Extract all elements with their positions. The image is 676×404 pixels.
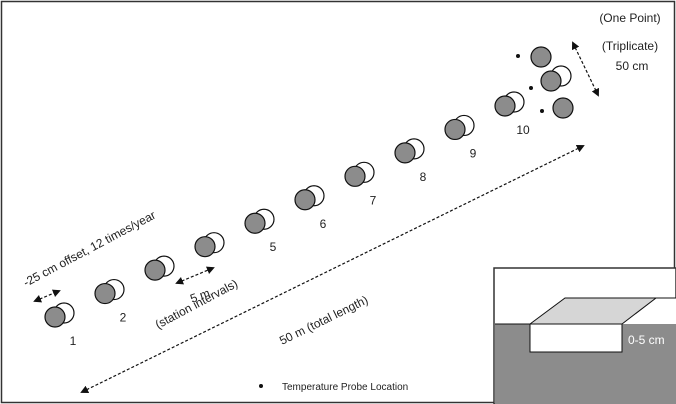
station-group: 1 2 5 6 7 8 9 10	[44, 91, 530, 348]
triplicate-plot-middle	[540, 70, 562, 92]
station-plot	[194, 236, 216, 258]
station-plot	[394, 142, 416, 164]
station-plot	[244, 212, 266, 234]
interval-description-label: (station intervals)	[153, 276, 240, 331]
triplicate-plot-top	[530, 46, 552, 68]
legend-probe-dot	[259, 384, 263, 388]
depth-label: 0-5 cm	[628, 333, 665, 347]
legend-label: Temperature Probe Location	[282, 382, 408, 393]
triplicate-group	[516, 46, 574, 119]
station-plot	[294, 189, 316, 211]
station-label: 6	[320, 217, 327, 231]
offset-label: -25 cm offset, 12 times/year	[21, 208, 158, 290]
spacing-label: 50 cm	[616, 59, 649, 73]
triplicate-label: (Triplicate)	[602, 39, 658, 53]
station-label: 7	[370, 193, 377, 207]
total-length-label: 50 m (total length)	[277, 293, 370, 348]
station-label: 5	[270, 240, 277, 254]
soil-depth-inset: 0-5 cm	[493, 267, 676, 404]
interval-value-label: 5 m	[188, 286, 212, 306]
station-plot	[144, 259, 166, 281]
triplicate-plot-bottom	[552, 97, 574, 119]
triplicate-spacing-arrow	[571, 41, 600, 97]
station-label: 1	[70, 334, 77, 348]
one-point-label: (One Point)	[599, 11, 660, 25]
station-label: 2	[120, 311, 127, 325]
station-plot	[444, 118, 466, 141]
interval-arrow	[175, 266, 215, 285]
inset-pit-floor	[529, 323, 623, 353]
station-label: 9	[470, 146, 477, 160]
station-label: 10	[516, 123, 530, 137]
total-length-arrow	[80, 145, 585, 393]
station-plot	[94, 282, 116, 305]
station-plot	[344, 165, 366, 187]
offset-arrow	[33, 289, 61, 303]
probe-dot-middle	[529, 86, 533, 90]
station-plot	[494, 95, 516, 117]
station-label: 8	[420, 170, 427, 184]
station-plot	[44, 306, 66, 328]
probe-dot-bottom	[540, 109, 544, 113]
probe-dot-top	[516, 54, 520, 58]
